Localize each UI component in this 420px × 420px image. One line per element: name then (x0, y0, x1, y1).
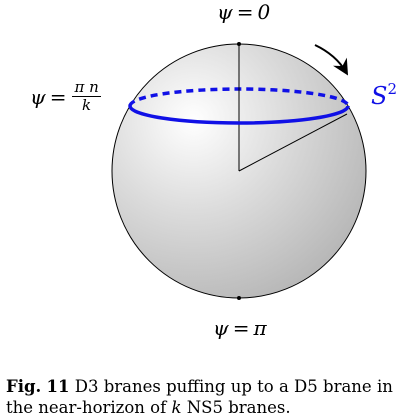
label-sphere-s2: S2 (371, 80, 397, 110)
label-psi-pi: ψ = π (213, 316, 267, 340)
motion-arrow-icon (314, 44, 349, 76)
label-psi-pi-n-over-k: ψ = π n k (30, 78, 101, 114)
south-pole-dot (237, 296, 241, 300)
sphere-diagram (111, 42, 367, 300)
radius-line (238, 113, 348, 172)
figure-caption: Fig. 11 D3 branes puffing up to a D5 bra… (6, 377, 393, 417)
label-psi-zero: ψ = 0 (217, 0, 271, 24)
brane-ring-front (128, 105, 350, 125)
fraction: π n k (72, 78, 101, 114)
north-pole-dot (237, 42, 241, 46)
